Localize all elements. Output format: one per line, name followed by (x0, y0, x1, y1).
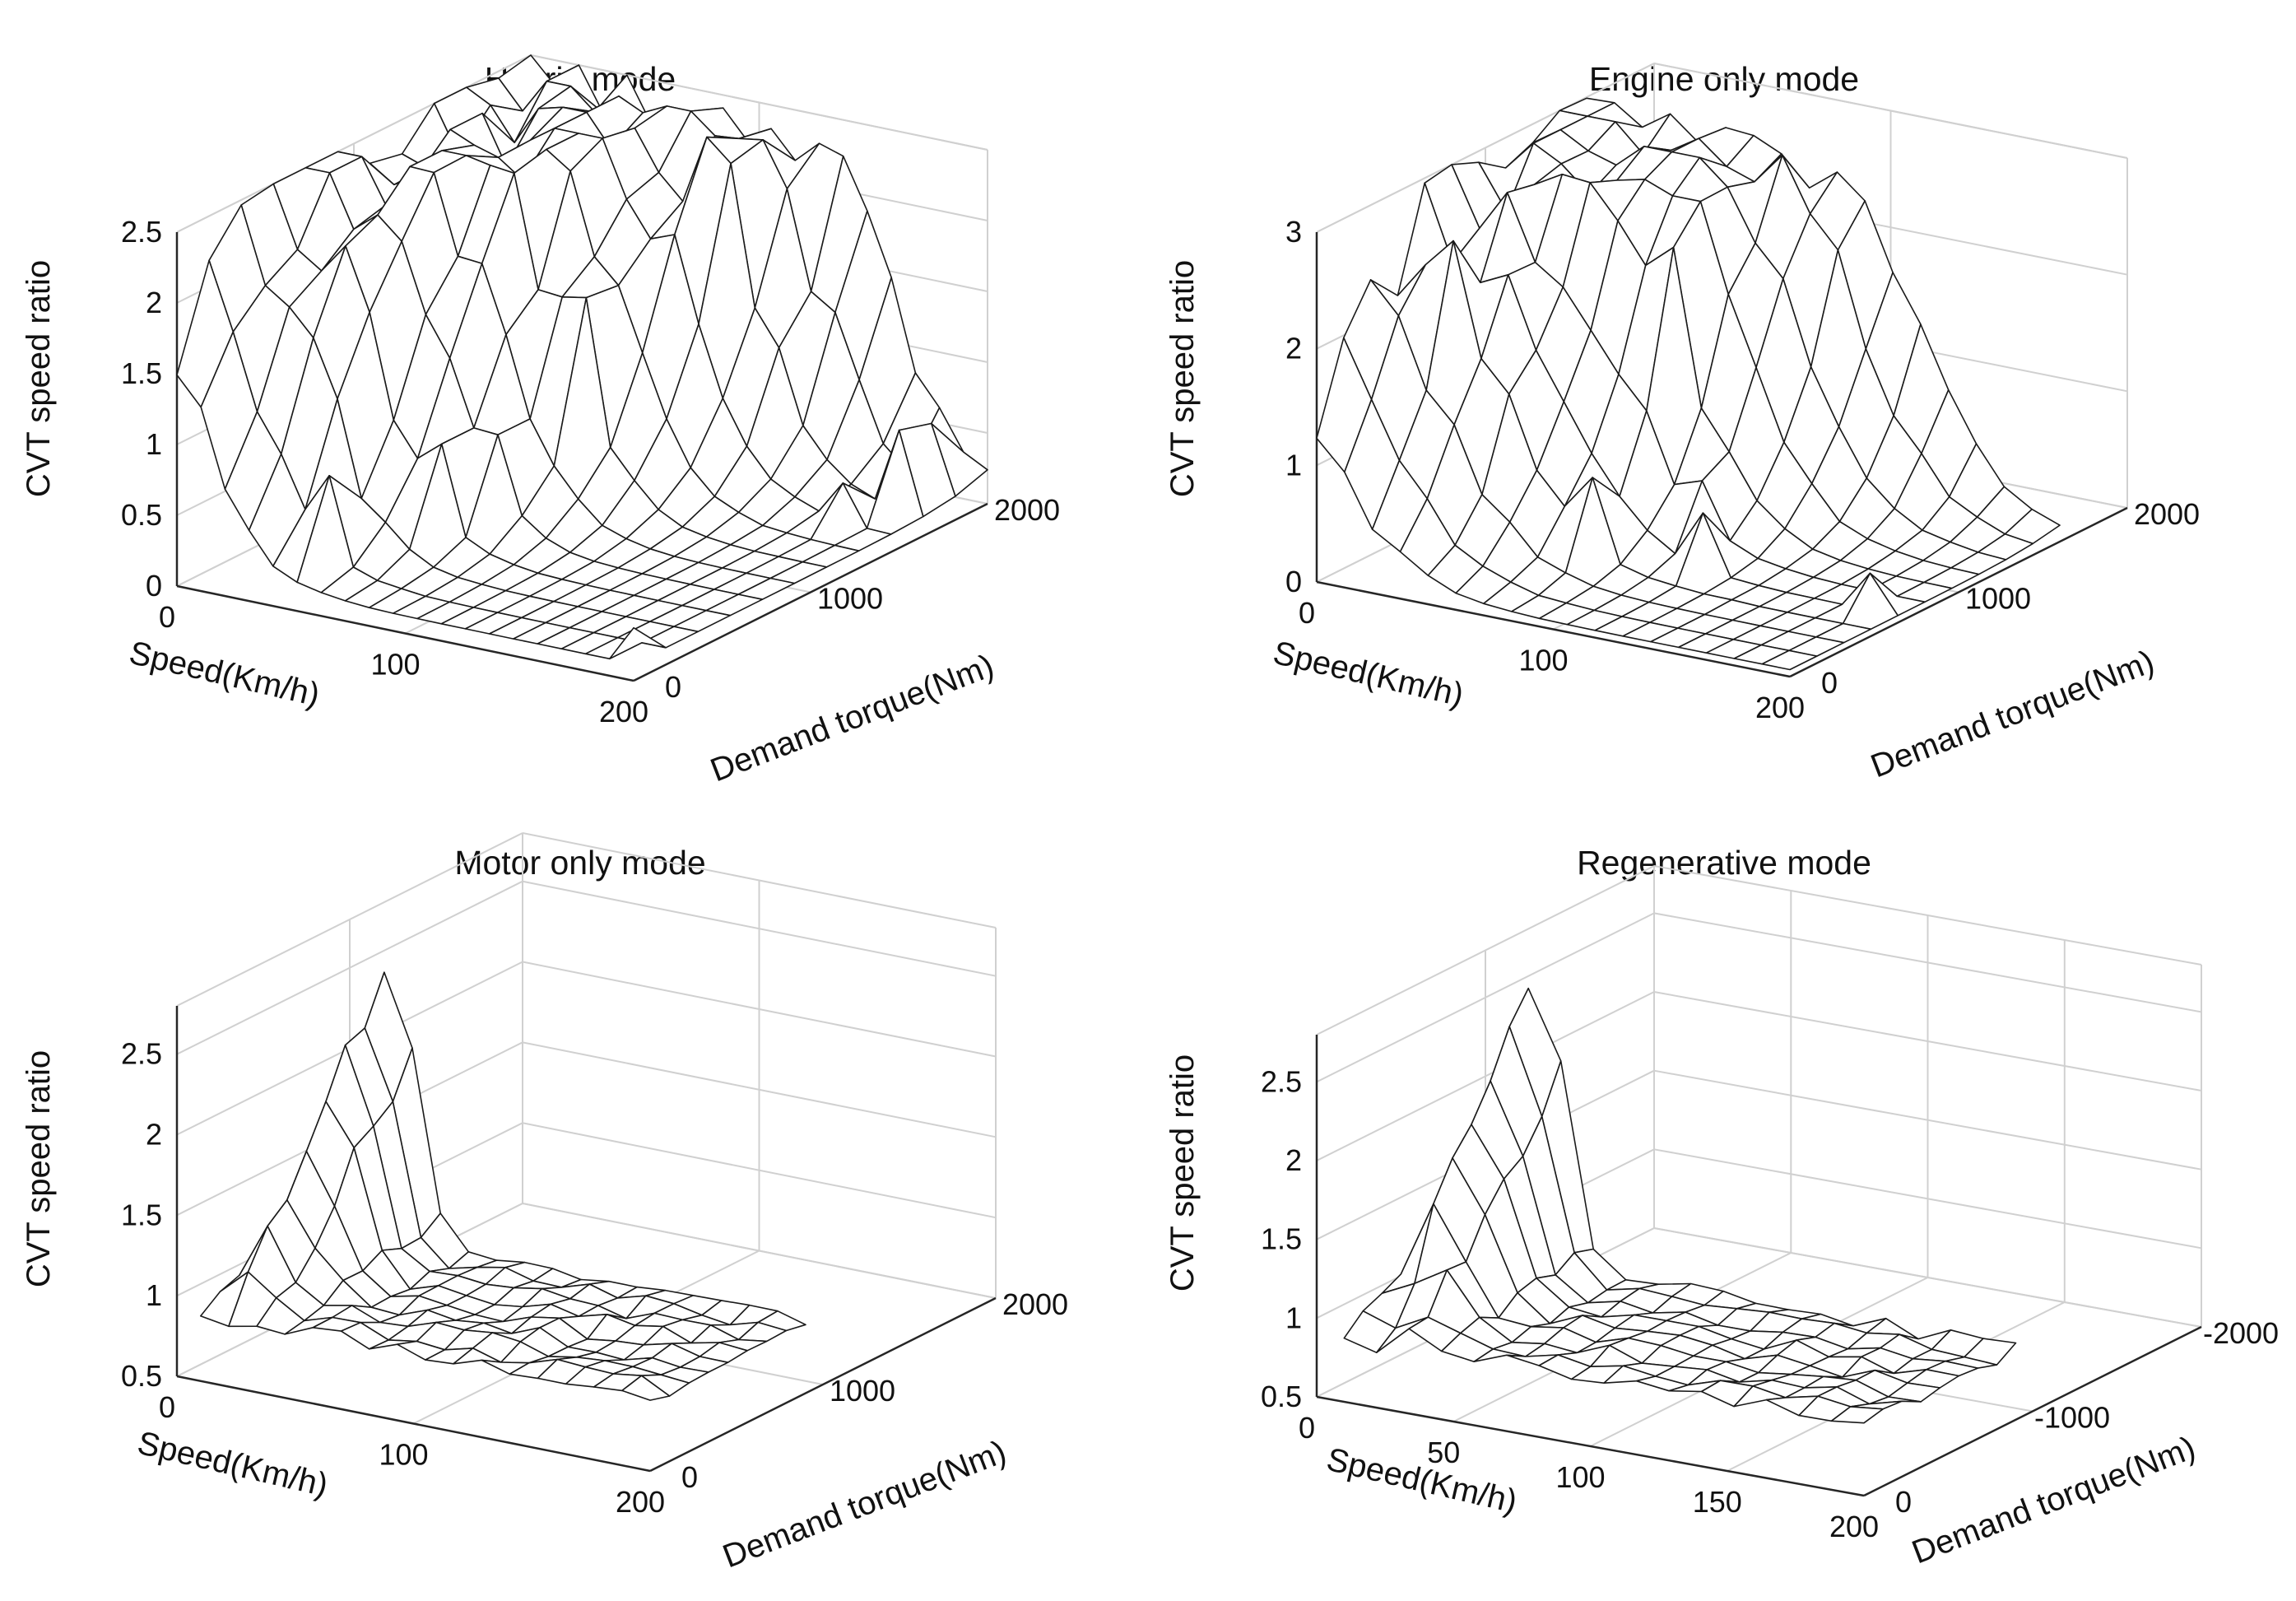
box-edge (522, 832, 997, 928)
x-tick-label: 150 (1693, 1485, 1742, 1519)
x-tick-label: 200 (599, 695, 648, 728)
y-tick-label: 2000 (1002, 1287, 1068, 1321)
z-axis-label: CVT speed ratio (1164, 1054, 1201, 1292)
z-tick-label: 3 (1285, 215, 1302, 249)
y-axis-label: Demand torque(Nm) (705, 648, 998, 789)
z-tick-label: 1 (146, 427, 162, 461)
y-tick-label: -2000 (2203, 1316, 2279, 1350)
mesh-cell (621, 1375, 671, 1401)
x-axis-line (1316, 1395, 1865, 1497)
panel-regenerative-mode: Regenerative mode 0.5 1 1.5 2 2.5 0 50 100 150 20… (1164, 844, 2279, 1571)
z-tick-label: 2.5 (121, 1037, 162, 1071)
z-tick-label: 0.5 (121, 1359, 162, 1393)
y-tick-label: 1000 (1965, 582, 2031, 616)
z-tick-label: 0.5 (121, 498, 162, 532)
z-tick-label: 1.5 (121, 1198, 162, 1231)
y-tick-label: -1000 (2034, 1401, 2110, 1435)
z-tick-label: 2 (146, 286, 162, 319)
z-tick-label: 1 (1285, 1301, 1302, 1334)
surface-mesh (1343, 987, 2017, 1424)
y-tick-label: 0 (681, 1460, 698, 1494)
chart-title: Engine only mode (1589, 60, 1859, 98)
x-tick-label: 200 (1829, 1510, 1879, 1543)
box-edge (1653, 63, 2128, 159)
z-axis-label: CVT speed ratio (21, 260, 57, 497)
y-tick-label: 2000 (2134, 497, 2200, 531)
z-axis-label: CVT speed ratio (21, 1050, 57, 1287)
x-tick-label: 0 (1299, 1411, 1315, 1445)
x-tick-label: 200 (616, 1485, 665, 1519)
tick-labels: 0.5 1 1.5 2 2.5 0 50 100 150 200 0 -1000 -2000 (1261, 1064, 2279, 1543)
chart-title: Regenerative mode (1577, 844, 1871, 882)
z-tick-label: 0.5 (1261, 1380, 1302, 1413)
z-tick-label: 1.5 (121, 356, 162, 390)
y-tick-label: 1000 (817, 582, 883, 616)
y-axis-label: Demand torque(Nm) (718, 1434, 1011, 1575)
box-edge (530, 54, 988, 151)
x-axis-label: Speed(Km/h) (1323, 1441, 1521, 1520)
box-edge (1316, 63, 1655, 233)
grid-line (522, 1203, 997, 1299)
x-axis-label: Speed(Km/h) (1270, 635, 1467, 714)
z-tick-label: 1 (146, 1278, 162, 1312)
y-tick-label: 0 (665, 670, 681, 704)
x-axis-label: Speed(Km/h) (126, 635, 323, 714)
x-tick-label: 100 (1518, 644, 1568, 677)
box-edge (176, 54, 532, 233)
box-edge (1653, 865, 2202, 966)
x-axis-line (1316, 580, 1791, 678)
y-axis-line (649, 1296, 997, 1473)
z-tick-label: 2.5 (121, 215, 162, 249)
x-axis-line (176, 1375, 651, 1473)
z-tick-label: 0 (1285, 565, 1302, 598)
y-axis-line (633, 502, 988, 682)
box-edge (176, 832, 523, 1007)
x-tick-label: 100 (379, 1438, 428, 1472)
z-tick-label: 2 (1285, 332, 1302, 365)
grid-line (1653, 1227, 2202, 1328)
z-tick-label: 0 (146, 569, 162, 603)
surface-mesh (200, 971, 806, 1401)
x-tick-label: 200 (1755, 691, 1805, 724)
z-tick-label: 2.5 (1261, 1064, 1302, 1098)
y-axis-label: Demand torque(Nm) (1866, 644, 2159, 785)
x-axis-line (176, 584, 634, 682)
y-tick-label: 2000 (994, 493, 1060, 527)
z-tick-label: 1.5 (1261, 1222, 1302, 1256)
y-tick-label: 0 (1895, 1485, 1912, 1519)
panel-motor-only-mode: Motor only mode 0.511.522.50100200010002… (21, 832, 1068, 1575)
x-tick-label: 0 (1299, 596, 1315, 630)
box-edge (1316, 865, 1655, 1036)
y-tick-label: 1000 (830, 1374, 895, 1408)
x-tick-label: 100 (1555, 1460, 1605, 1494)
x-tick-label: 0 (159, 1390, 175, 1424)
z-axis-label: CVT speed ratio (1164, 260, 1201, 497)
z-tick-label: 2 (1285, 1143, 1302, 1177)
x-tick-label: 0 (159, 600, 175, 634)
mesh-cell (1761, 649, 1818, 671)
y-axis-line (1863, 1325, 2202, 1497)
x-axis-label: Speed(Km/h) (134, 1425, 332, 1504)
y-axis-line (1789, 506, 2128, 678)
z-tick-label: 1 (1285, 448, 1302, 482)
surface-mesh (1316, 97, 2061, 671)
surface-mesh (176, 54, 988, 660)
x-tick-label: 100 (370, 648, 420, 682)
axes-box (175, 832, 997, 1473)
y-tick-label: 0 (1821, 666, 1838, 700)
chart-title: Motor only mode (454, 844, 705, 882)
y-axis-label: Demand torque(Nm) (1907, 1430, 2200, 1571)
z-tick-label: 2 (146, 1118, 162, 1152)
mesh-cell (608, 626, 667, 660)
x-tick-label: 50 (1427, 1436, 1460, 1469)
panel-hybrid-mode: Hybrid mode 00.511.522.50100200010002000… (21, 54, 1060, 789)
mesh-cell (1830, 1406, 1884, 1424)
